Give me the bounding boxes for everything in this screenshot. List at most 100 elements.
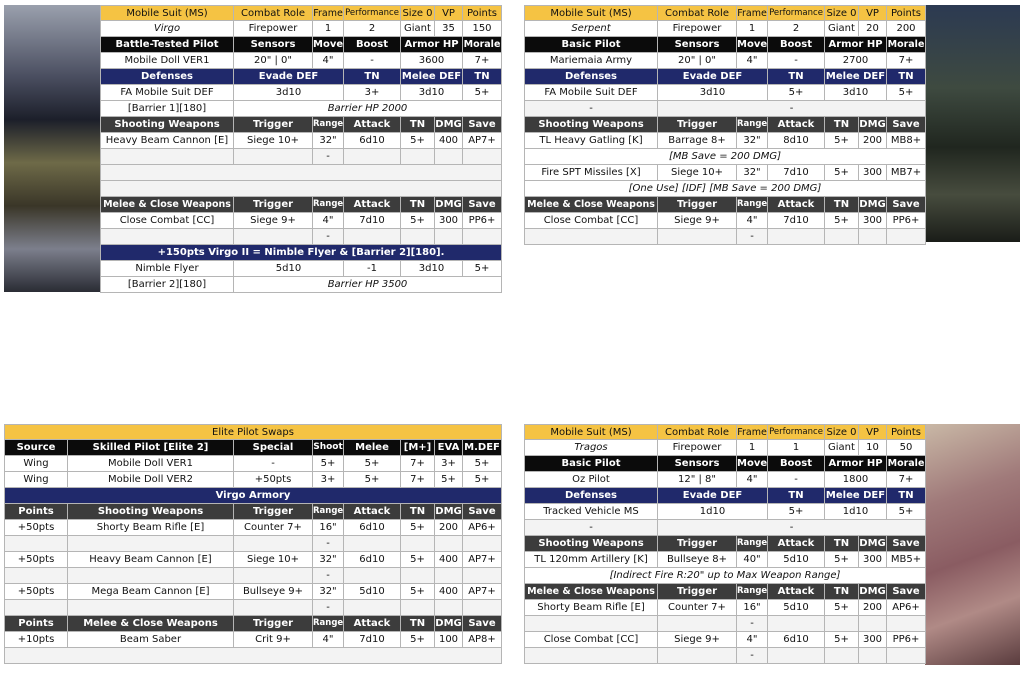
header-cell: M.DEF	[463, 440, 502, 456]
table-cell: 7d10	[768, 165, 825, 181]
table-cell: Siege 9+	[658, 213, 737, 229]
table-cell: Mobile Doll VER2	[68, 472, 234, 488]
header-cell: Save	[463, 504, 502, 520]
table-cell: [Indirect Fire R:20" up to Max Weapon Ra…	[524, 568, 926, 584]
table-cell: 5+	[463, 261, 502, 277]
header-cell: Points	[4, 616, 68, 632]
empty-cell	[344, 600, 401, 616]
table-cell: 100	[435, 632, 463, 648]
table-cell: 20	[859, 21, 887, 37]
table-cell: 5d10	[344, 584, 401, 600]
header-cell: Source	[4, 440, 68, 456]
table-cell: Wing	[4, 456, 68, 472]
table-cell: Firepower	[234, 21, 313, 37]
table-cell: 3d10	[658, 85, 768, 101]
header-cell: Trigger	[234, 197, 313, 213]
table-cell: 5+	[463, 85, 502, 101]
table-cell: 200	[435, 520, 463, 536]
header-cell: Basic Pilot	[524, 37, 658, 53]
table-cell: 150	[463, 21, 502, 37]
header-cell: Melee	[344, 440, 401, 456]
header-cell: Shooting Weapons	[524, 536, 658, 552]
header-cell: Save	[887, 536, 926, 552]
header-cell: TN	[825, 536, 859, 552]
header-cell: VP	[435, 5, 463, 21]
table-cell: 400	[435, 552, 463, 568]
empty-cell	[234, 600, 313, 616]
table-cell: 5+	[768, 504, 825, 520]
table-cell: [MB Save = 200 DMG]	[524, 149, 926, 165]
table-cell: 5+	[825, 213, 859, 229]
header-cell: Special	[234, 440, 313, 456]
table-cell: Tragos	[524, 440, 658, 456]
table-cell: Siege 9+	[234, 213, 313, 229]
table-cell: 5+	[825, 632, 859, 648]
header-cell: TN	[825, 117, 859, 133]
table-cell: 5+	[401, 133, 435, 149]
table-cell: Bullseye 8+	[658, 552, 737, 568]
header-cell: Attack	[768, 117, 825, 133]
header-cell: Attack	[344, 197, 401, 213]
table-cell: 6d10	[768, 632, 825, 648]
section-cell: TN	[887, 69, 926, 85]
table-cell: 7d10	[768, 213, 825, 229]
table-cell: -	[737, 616, 768, 632]
empty-cell	[344, 229, 401, 245]
table-cell: 400	[435, 133, 463, 149]
table-cell: AP7+	[463, 133, 502, 149]
header-cell: Frame	[737, 5, 768, 21]
table-cell: -	[768, 53, 825, 69]
table-cell: 1	[737, 440, 768, 456]
empty-cell	[435, 568, 463, 584]
empty-cell	[859, 616, 887, 632]
table-cell: Bullseye 9+	[234, 584, 313, 600]
table-cell: 3d10	[401, 85, 463, 101]
table-cell: Oz Pilot	[524, 472, 658, 488]
table-cell: Mobile Doll VER1	[68, 456, 234, 472]
table-cell: PP6+	[463, 213, 502, 229]
table-cell: 5+	[463, 456, 502, 472]
table-cell: 4"	[737, 53, 768, 69]
table-cell: 3d10	[234, 85, 344, 101]
empty-cell	[768, 648, 825, 664]
table-cell: Close Combat [CC]	[100, 213, 234, 229]
section-cell: Melee DEF	[825, 488, 887, 504]
header-cell: Size 0	[401, 5, 435, 21]
table-cell: 5+	[825, 165, 859, 181]
table-cell: 1d10	[825, 504, 887, 520]
table-cell: 5+	[825, 552, 859, 568]
table-cell: 16"	[737, 600, 768, 616]
table-cell: 20" | 0"	[658, 53, 737, 69]
header-cell: Shooting Weapons	[68, 504, 234, 520]
table-cell: 3+	[435, 456, 463, 472]
header-cell: Performance	[768, 424, 825, 440]
header-cell: Range	[313, 504, 344, 520]
table-cell: 4"	[313, 632, 344, 648]
table-cell: 5+	[344, 472, 401, 488]
header-cell: Boost	[768, 456, 825, 472]
table-cell: 32"	[313, 133, 344, 149]
table-cell: Giant	[825, 21, 859, 37]
table-cell: 12" | 8"	[658, 472, 737, 488]
table-cell: Mobile Doll VER1	[100, 53, 234, 69]
table-cell: 7+	[887, 53, 926, 69]
table-cell: Crit 9+	[234, 632, 313, 648]
table-cell: MB8+	[887, 133, 926, 149]
header-cell: Battle-Tested Pilot	[100, 37, 234, 53]
table-cell: 4"	[313, 213, 344, 229]
table-cell: 5+	[401, 520, 435, 536]
table-cell: FA Mobile Suit DEF	[100, 85, 234, 101]
table-cell: 2	[768, 21, 825, 37]
table-cell: Siege 9+	[658, 632, 737, 648]
table-cell: 20" | 0"	[234, 53, 313, 69]
table-cell: [Barrier 2][180]	[100, 277, 234, 293]
empty-cell	[435, 149, 463, 165]
table-cell: 6d10	[344, 520, 401, 536]
header-cell: Mobile Suit (MS)	[524, 5, 658, 21]
table-cell: Barrier HP 2000	[234, 101, 502, 117]
header-cell: Basic Pilot	[524, 456, 658, 472]
empty-cell	[344, 536, 401, 552]
empty-cell	[859, 229, 887, 245]
header-cell: Trigger	[658, 584, 737, 600]
table-cell: 5d10	[234, 261, 344, 277]
